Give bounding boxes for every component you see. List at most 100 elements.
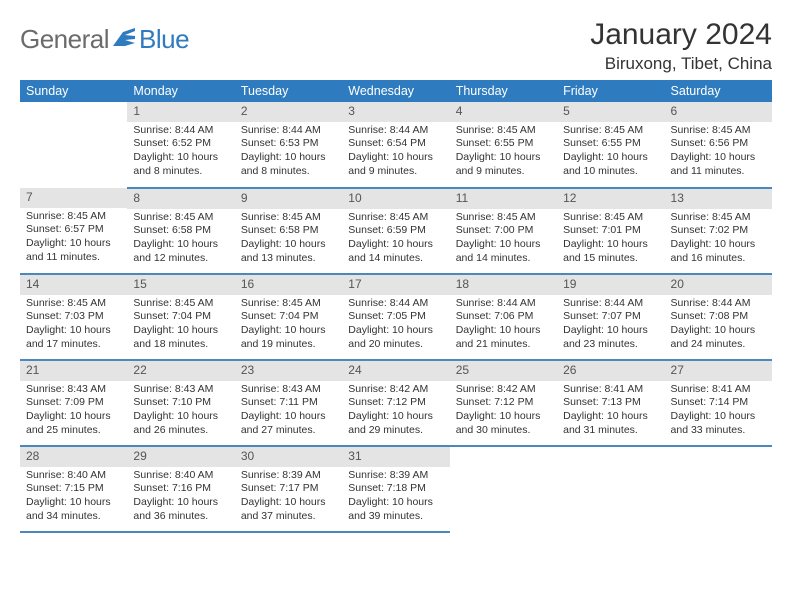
day-line: Sunset: 6:55 PM	[456, 137, 551, 151]
day-details: Sunrise: 8:45 AMSunset: 6:55 PMDaylight:…	[557, 122, 664, 183]
day-line: Sunrise: 8:45 AM	[26, 297, 121, 311]
day-details: Sunrise: 8:40 AMSunset: 7:16 PMDaylight:…	[127, 467, 234, 528]
day-line: Sunset: 7:12 PM	[348, 396, 443, 410]
day-details: Sunrise: 8:45 AMSunset: 7:01 PMDaylight:…	[557, 209, 664, 270]
day-line: Daylight: 10 hours	[133, 496, 228, 510]
calendar-empty-cell	[20, 102, 127, 188]
day-line: Sunrise: 8:39 AM	[348, 469, 443, 483]
day-line: Sunrise: 8:44 AM	[133, 124, 228, 138]
day-number: 12	[557, 189, 664, 209]
day-line: Sunset: 6:59 PM	[348, 224, 443, 238]
calendar-day-cell: 19Sunrise: 8:44 AMSunset: 7:07 PMDayligh…	[557, 274, 664, 360]
day-number: 22	[127, 361, 234, 381]
day-details: Sunrise: 8:45 AMSunset: 6:56 PMDaylight:…	[665, 122, 772, 183]
calendar-day-cell: 12Sunrise: 8:45 AMSunset: 7:01 PMDayligh…	[557, 188, 664, 274]
day-line: Sunrise: 8:44 AM	[241, 124, 336, 138]
day-line: and 17 minutes.	[26, 338, 121, 352]
day-line: Daylight: 10 hours	[563, 410, 658, 424]
day-details: Sunrise: 8:44 AMSunset: 6:52 PMDaylight:…	[127, 122, 234, 183]
day-line: Daylight: 10 hours	[133, 151, 228, 165]
day-number: 6	[665, 102, 772, 122]
day-line: and 12 minutes.	[133, 252, 228, 266]
calendar-day-cell: 22Sunrise: 8:43 AMSunset: 7:10 PMDayligh…	[127, 360, 234, 446]
calendar-day-cell: 18Sunrise: 8:44 AMSunset: 7:06 PMDayligh…	[450, 274, 557, 360]
location: Biruxong, Tibet, China	[590, 54, 772, 74]
calendar-day-cell: 16Sunrise: 8:45 AMSunset: 7:04 PMDayligh…	[235, 274, 342, 360]
weekday-header: Wednesday	[342, 80, 449, 102]
day-line: Sunrise: 8:44 AM	[348, 124, 443, 138]
day-number: 9	[235, 189, 342, 209]
day-number: 29	[127, 447, 234, 467]
calendar-empty-cell	[557, 446, 664, 532]
day-details: Sunrise: 8:44 AMSunset: 7:07 PMDaylight:…	[557, 295, 664, 356]
calendar-day-cell: 14Sunrise: 8:45 AMSunset: 7:03 PMDayligh…	[20, 274, 127, 360]
day-line: Sunset: 7:09 PM	[26, 396, 121, 410]
day-number: 21	[20, 361, 127, 381]
day-details: Sunrise: 8:45 AMSunset: 6:55 PMDaylight:…	[450, 122, 557, 183]
day-line: Daylight: 10 hours	[26, 237, 121, 251]
calendar-day-cell: 11Sunrise: 8:45 AMSunset: 7:00 PMDayligh…	[450, 188, 557, 274]
calendar-day-cell: 7 Sunrise: 8:45 AMSunset: 6:57 PMDaylight…	[20, 188, 127, 274]
day-line: Sunset: 7:16 PM	[133, 482, 228, 496]
day-line: Daylight: 10 hours	[456, 151, 551, 165]
day-line: Daylight: 10 hours	[563, 151, 658, 165]
day-line: Sunrise: 8:43 AM	[241, 383, 336, 397]
day-line: Sunrise: 8:41 AM	[563, 383, 658, 397]
day-line: and 33 minutes.	[671, 424, 766, 438]
calendar-week-row: 21Sunrise: 8:43 AMSunset: 7:09 PMDayligh…	[20, 360, 772, 446]
day-line: Sunset: 6:57 PM	[26, 223, 121, 237]
day-number: 13	[665, 189, 772, 209]
day-line: Daylight: 10 hours	[26, 496, 121, 510]
day-line: Sunset: 7:04 PM	[241, 310, 336, 324]
day-line: Daylight: 10 hours	[133, 324, 228, 338]
day-line: Sunset: 7:07 PM	[563, 310, 658, 324]
day-line: Daylight: 10 hours	[348, 410, 443, 424]
header: General Blue January 2024 Biruxong, Tibe…	[20, 18, 772, 74]
day-line: Sunset: 7:01 PM	[563, 224, 658, 238]
calendar-day-cell: 24 Sunrise: 8:42 AMSunset: 7:12 PMDayligh…	[342, 360, 449, 446]
calendar-day-cell: 26Sunrise: 8:41 AMSunset: 7:13 PMDayligh…	[557, 360, 664, 446]
day-line: Sunrise: 8:40 AM	[133, 469, 228, 483]
day-line: Daylight: 10 hours	[348, 151, 443, 165]
day-details: Sunrise: 8:44 AMSunset: 7:06 PMDaylight:…	[450, 295, 557, 356]
day-line: Sunrise: 8:40 AM	[26, 469, 121, 483]
calendar-day-cell: 17Sunrise: 8:44 AMSunset: 7:05 PMDayligh…	[342, 274, 449, 360]
day-number: 19	[557, 275, 664, 295]
calendar-body: 1Sunrise: 8:44 AMSunset: 6:52 PMDaylight…	[20, 102, 772, 532]
calendar-day-cell: 30Sunrise: 8:39 AMSunset: 7:17 PMDayligh…	[235, 446, 342, 532]
day-details: Sunrise: 8:43 AMSunset: 7:11 PMDaylight:…	[235, 381, 342, 442]
calendar-day-cell: 20Sunrise: 8:44 AMSunset: 7:08 PMDayligh…	[665, 274, 772, 360]
day-line: Daylight: 10 hours	[456, 324, 551, 338]
day-line: and 26 minutes.	[133, 424, 228, 438]
logo-text-blue: Blue	[139, 24, 189, 55]
day-line: Daylight: 10 hours	[26, 410, 121, 424]
day-line: and 30 minutes.	[456, 424, 551, 438]
day-details: Sunrise: 8:42 AMSunset: 7:12 PMDaylight:…	[450, 381, 557, 442]
weekday-header: Sunday	[20, 80, 127, 102]
day-line: Sunset: 7:02 PM	[671, 224, 766, 238]
day-line: Sunrise: 8:45 AM	[26, 210, 121, 224]
day-number: 24	[342, 361, 449, 381]
day-line: Sunrise: 8:42 AM	[348, 383, 443, 397]
day-line: and 34 minutes.	[26, 510, 121, 524]
day-line: and 11 minutes.	[671, 165, 766, 179]
day-details: Sunrise: 8:45 AMSunset: 7:04 PMDaylight:…	[235, 295, 342, 356]
day-line: Sunset: 7:00 PM	[456, 224, 551, 238]
day-number: 16	[235, 275, 342, 295]
day-line: Sunset: 6:56 PM	[671, 137, 766, 151]
day-line: Daylight: 10 hours	[26, 324, 121, 338]
day-number: 7	[20, 188, 127, 208]
day-line: Daylight: 10 hours	[671, 151, 766, 165]
day-line: Sunrise: 8:44 AM	[563, 297, 658, 311]
calendar-empty-cell	[450, 446, 557, 532]
day-line: Daylight: 10 hours	[671, 410, 766, 424]
calendar-table: SundayMondayTuesdayWednesdayThursdayFrid…	[20, 80, 772, 533]
day-line: Sunrise: 8:45 AM	[456, 124, 551, 138]
day-line: and 8 minutes.	[241, 165, 336, 179]
calendar-day-cell: 13Sunrise: 8:45 AMSunset: 7:02 PMDayligh…	[665, 188, 772, 274]
day-line: Sunrise: 8:45 AM	[563, 124, 658, 138]
day-details: Sunrise: 8:39 AMSunset: 7:18 PMDaylight:…	[342, 467, 449, 528]
day-line: and 20 minutes.	[348, 338, 443, 352]
day-line: Sunrise: 8:45 AM	[241, 297, 336, 311]
calendar-day-cell: 1Sunrise: 8:44 AMSunset: 6:52 PMDaylight…	[127, 102, 234, 188]
